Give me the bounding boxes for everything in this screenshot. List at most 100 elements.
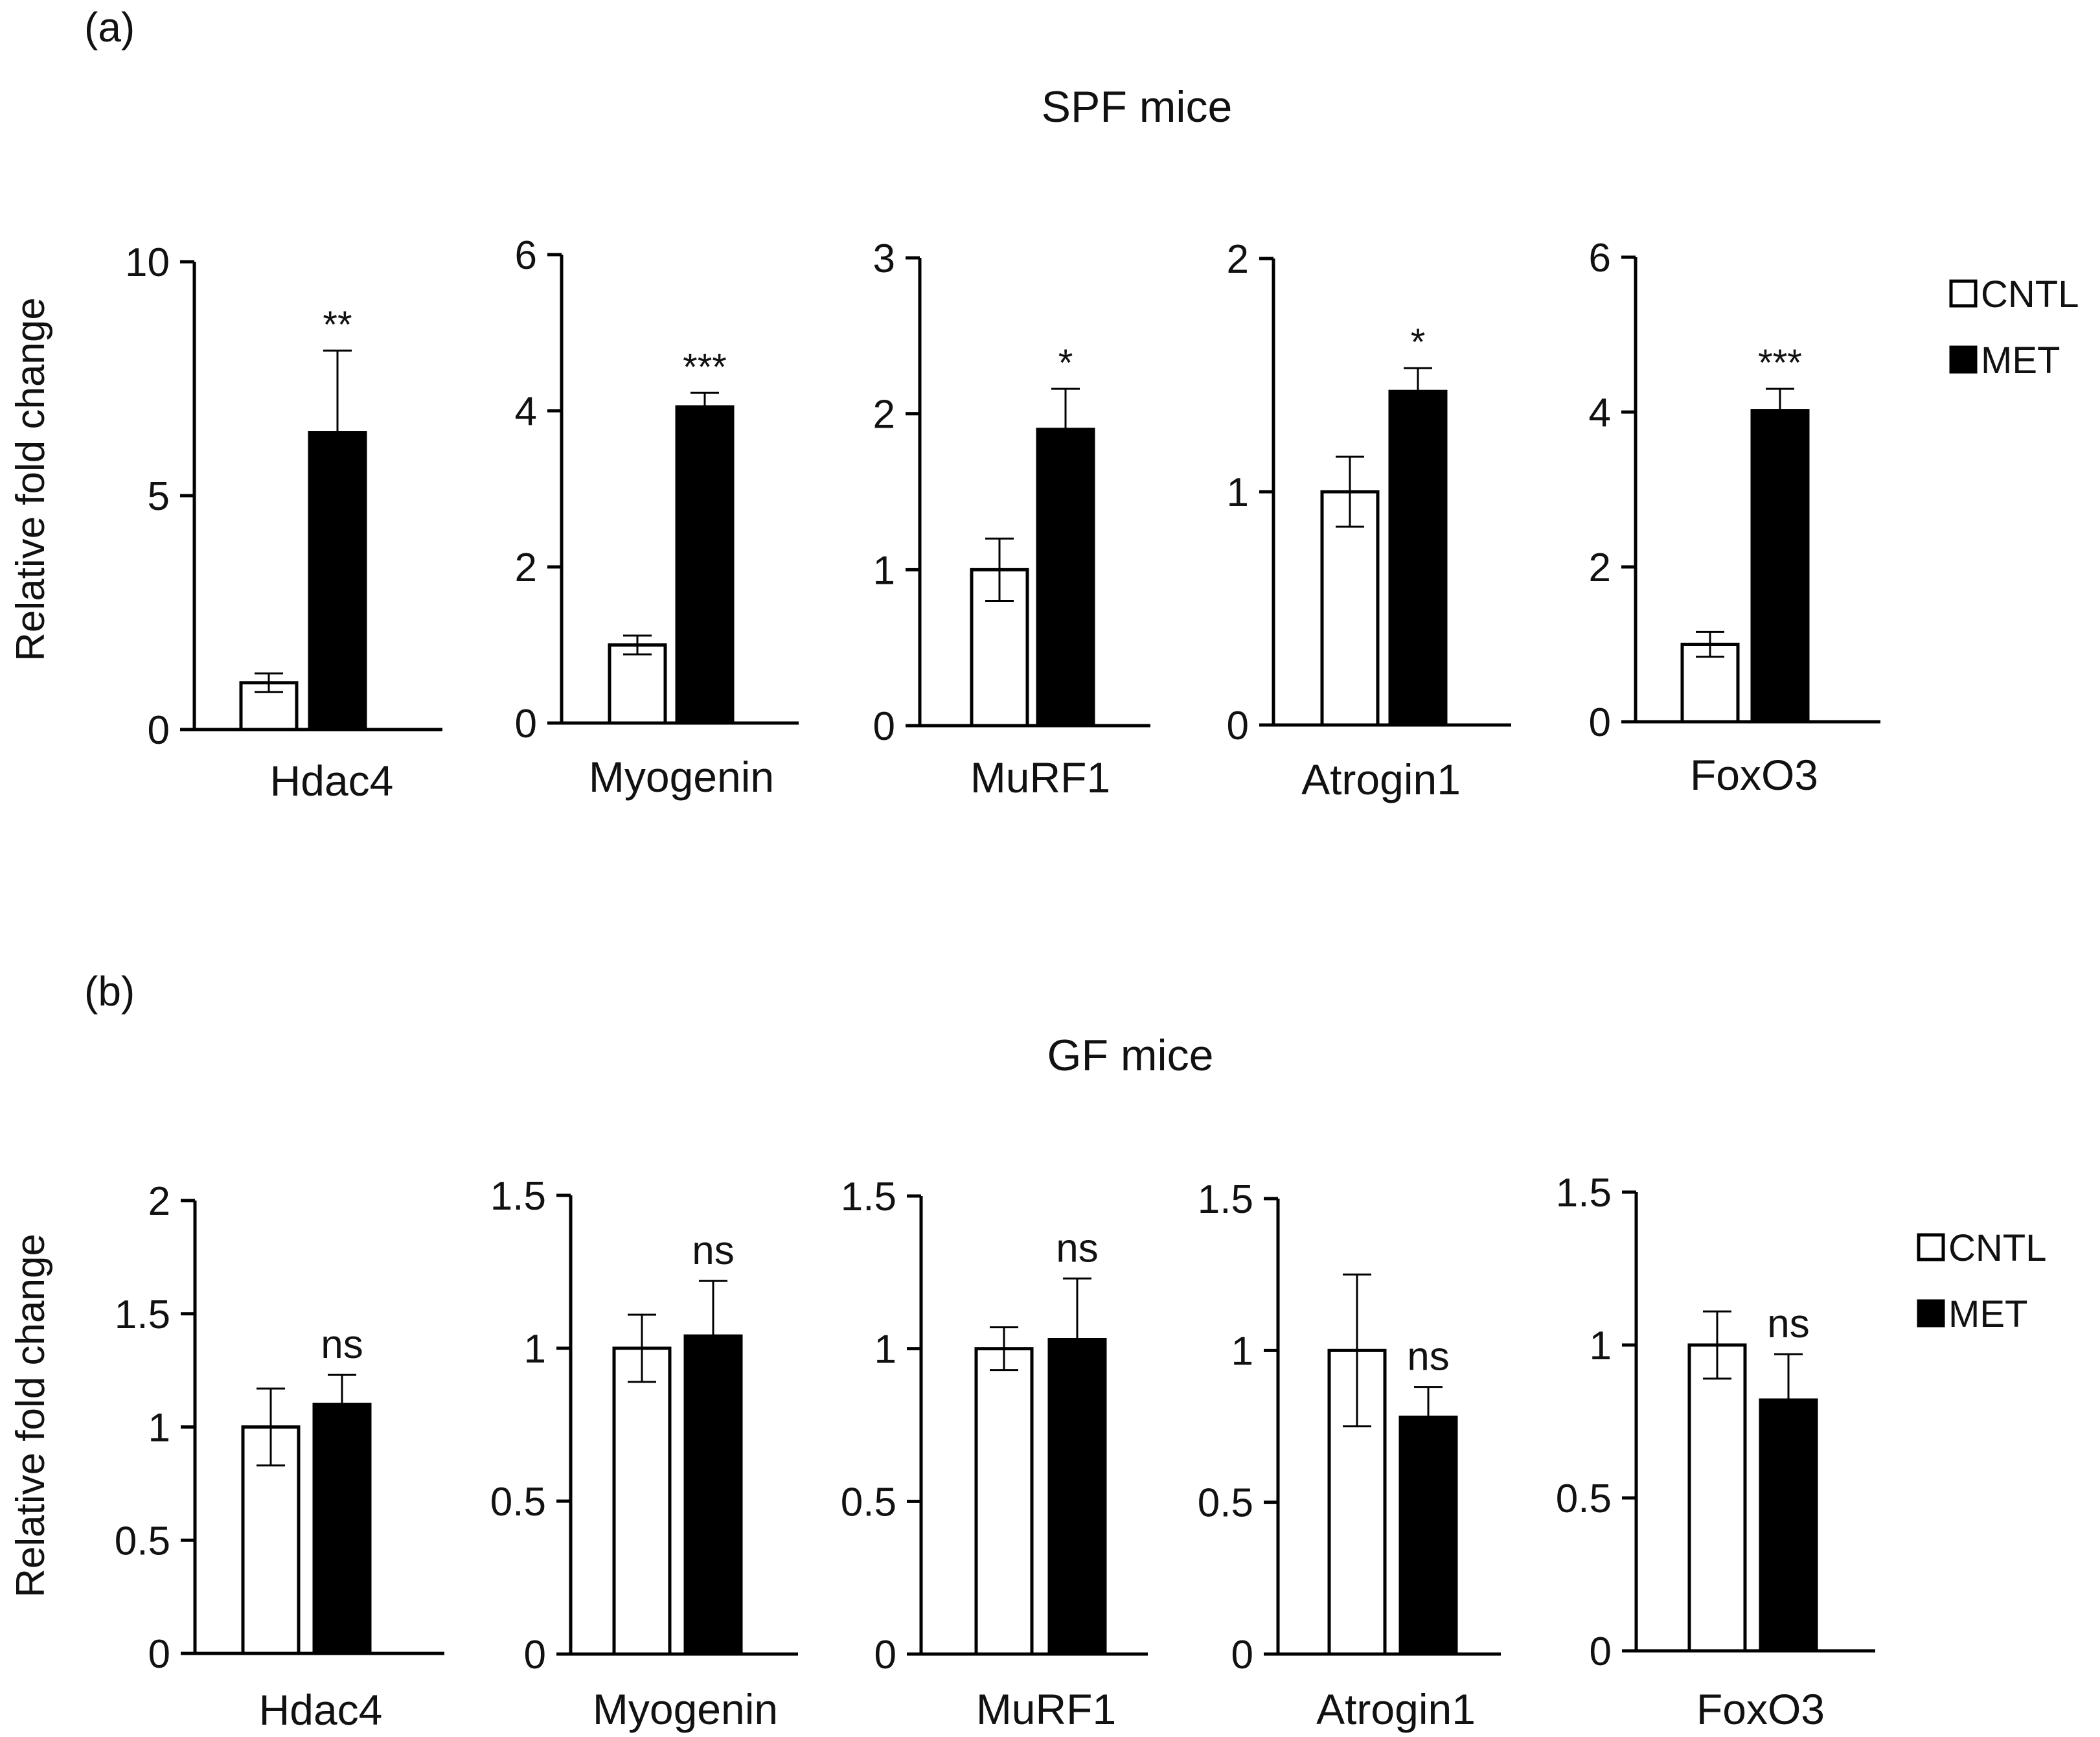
chart-gf-myogenin-y-tick-label: 0 [524, 1633, 546, 1677]
legend-b-met-label: MET [1948, 1293, 2027, 1335]
chart-gf-myogenin-y-tick-label: 1.5 [490, 1174, 546, 1219]
chart-spf-foxo3-y-tick-label: 2 [1589, 546, 1611, 590]
legend-a-cntl-label: CNTL [1981, 273, 2079, 316]
chart-gf-murf1-y-tick-label: 1.5 [841, 1175, 896, 1219]
chart-spf-murf1-category-label: MuRF1 [970, 753, 1110, 801]
chart-spf-myogenin-significance-label: *** [683, 346, 727, 388]
chart-spf-atrogin1-y-tick-label: 1 [1227, 470, 1249, 515]
chart-spf-hdac4-bar-met [308, 431, 367, 731]
panel-a-ylabel: Relative fold change [8, 297, 53, 661]
chart-gf-murf1-y-tick-label: 0.5 [841, 1480, 896, 1524]
chart-spf-murf1-y-tick-label: 1 [873, 548, 895, 593]
chart-gf-murf1-y-tick-label: 0 [874, 1633, 896, 1677]
chart-spf-foxo3-y-tick-label: 6 [1589, 236, 1611, 281]
panel-b-title: GF mice [1047, 1031, 1214, 1080]
legend-a-met-swatch [1949, 345, 1978, 374]
panel-b-ylabel: Relative fold change [8, 1234, 53, 1598]
chart-gf-hdac4: 0 0.5 1 1.5 2 ns Hdac4 [115, 1179, 444, 1734]
charts-container: 0510**Hdac40246***Myogenin0123*MuRF1012*… [115, 233, 1880, 1734]
chart-gf-murf1-significance-label: ns [1056, 1226, 1098, 1271]
chart-spf-murf1-significance-label: * [1058, 342, 1073, 384]
legend-b-cntl-swatch [1917, 1233, 1945, 1261]
chart-gf-foxo3-y-tick-label: 0 [1590, 1629, 1612, 1674]
chart-spf-myogenin-y-tick-label: 2 [515, 546, 537, 590]
chart-gf-foxo3-y-tick-label: 1.5 [1556, 1171, 1612, 1215]
chart-spf-atrogin1-category-label: Atrogin1 [1301, 755, 1461, 803]
chart-gf-atrogin1-y-tick-label: 1.5 [1198, 1177, 1253, 1222]
chart-spf-murf1-y-tick-label: 2 [873, 393, 895, 437]
chart-spf-hdac4-category-label: Hdac4 [270, 757, 394, 805]
chart-spf-foxo3-category-label: FoxO3 [1690, 751, 1818, 799]
chart-spf-hdac4-y-tick-label: 0 [148, 708, 170, 753]
chart-gf-foxo3-bar-cntl [1687, 1343, 1747, 1653]
chart-gf-atrogin1-y-tick-label: 1 [1231, 1329, 1253, 1374]
chart-gf-atrogin1-y-tick-label: 0.5 [1198, 1481, 1253, 1526]
chart-gf-foxo3-y-tick-label: 1 [1590, 1324, 1612, 1368]
panel-b-label: (b) [84, 968, 135, 1015]
chart-spf-murf1-bar-met [1036, 428, 1095, 728]
chart-gf-murf1-bar-met [1047, 1338, 1107, 1656]
chart-gf-hdac4-y-tick-label: 1 [148, 1406, 170, 1451]
chart-gf-foxo3-significance-label: ns [1767, 1302, 1809, 1346]
chart-gf-foxo3-category-label: FoxO3 [1696, 1685, 1825, 1733]
chart-gf-atrogin1-category-label: Atrogin1 [1316, 1685, 1476, 1733]
chart-gf-myogenin-y-tick-label: 0.5 [490, 1480, 546, 1524]
chart-spf-myogenin: 0 2 4 6 *** Myogenin [515, 233, 799, 801]
chart-gf-hdac4-y-tick-label: 0.5 [115, 1519, 170, 1563]
chart-gf-myogenin-bar-met [683, 1334, 743, 1656]
legend-b: CNTL MET [1917, 1227, 2046, 1335]
chart-gf-hdac4-y-tick-label: 2 [148, 1179, 170, 1224]
chart-gf-foxo3: 0 0.5 1 1.5 ns FoxO3 [1556, 1171, 1875, 1733]
chart-gf-atrogin1-significance-label: ns [1407, 1335, 1449, 1379]
chart-gf-murf1-bar-cntl [974, 1347, 1034, 1656]
chart-gf-murf1-y-tick-label: 1 [874, 1328, 896, 1372]
chart-spf-foxo3-y-tick-label: 0 [1589, 700, 1611, 745]
chart-spf-atrogin1-y-tick-label: 2 [1227, 237, 1249, 282]
chart-gf-myogenin-significance-label: ns [692, 1228, 734, 1273]
chart-gf-myogenin-category-label: Myogenin [593, 1685, 778, 1733]
chart-gf-myogenin: 0 0.5 1 1.5 ns Myogenin [490, 1174, 798, 1733]
chart-spf-murf1-y-tick-label: 3 [873, 236, 895, 281]
chart-gf-atrogin1-bar-met [1398, 1415, 1458, 1656]
chart-gf-hdac4-significance-label: ns [321, 1322, 363, 1367]
chart-spf-hdac4-y-tick-label: 5 [148, 474, 170, 519]
chart-spf-murf1-y-tick-label: 0 [873, 704, 895, 749]
chart-gf-atrogin1: 0 0.5 1 1.5 ns Atrogin1 [1198, 1177, 1501, 1733]
chart-gf-murf1-category-label: MuRF1 [976, 1685, 1116, 1733]
chart-spf-hdac4-significance-label: ** [323, 304, 352, 346]
chart-spf-atrogin1: 0 1 2 * Atrogin1 [1227, 237, 1511, 803]
chart-spf-hdac4-y-tick-label: 10 [125, 240, 170, 285]
chart-gf-hdac4-category-label: Hdac4 [259, 1686, 383, 1734]
legend-b-met-swatch [1917, 1299, 1945, 1328]
chart-spf-myogenin-bar-cntl [608, 643, 667, 725]
chart-spf-foxo3-significance-label: *** [1758, 342, 1802, 384]
chart-spf-hdac4: 0 5 10 ** Hdac4 [125, 240, 442, 805]
panel-a-title: SPF mice [1042, 82, 1233, 132]
chart-spf-murf1: 0 1 2 3 * MuRF1 [873, 236, 1150, 801]
legend-a-cntl-swatch [1949, 279, 1978, 308]
chart-spf-myogenin-y-tick-label: 6 [515, 233, 537, 278]
chart-gf-myogenin-y-tick-label: 1 [524, 1327, 546, 1372]
chart-gf-murf1: 0 0.5 1 1.5 ns MuRF1 [841, 1175, 1148, 1733]
chart-spf-myogenin-y-tick-label: 4 [515, 389, 537, 434]
chart-gf-myogenin-bar-cntl [612, 1346, 672, 1656]
chart-gf-hdac4-bar-met [312, 1403, 372, 1655]
chart-spf-myogenin-y-tick-label: 0 [515, 702, 537, 746]
chart-spf-foxo3-bar-met [1750, 409, 1810, 724]
chart-spf-myogenin-bar-met [675, 405, 735, 725]
legend-b-cntl-label: CNTL [1948, 1227, 2046, 1269]
chart-gf-atrogin1-y-tick-label: 0 [1231, 1633, 1253, 1677]
chart-gf-foxo3-y-tick-label: 0.5 [1556, 1477, 1612, 1521]
chart-spf-foxo3-y-tick-label: 4 [1589, 391, 1611, 435]
legend-a-met-label: MET [1981, 339, 2060, 382]
chart-spf-atrogin1-bar-met [1388, 389, 1448, 727]
chart-spf-atrogin1-significance-label: * [1411, 321, 1426, 363]
panel-a-label: (a) [84, 4, 135, 51]
chart-gf-hdac4-y-tick-label: 1.5 [115, 1293, 170, 1337]
chart-spf-foxo3: 0 2 4 6 *** FoxO3 [1589, 236, 1880, 799]
chart-gf-foxo3-bar-met [1759, 1398, 1818, 1653]
chart-spf-atrogin1-y-tick-label: 0 [1227, 704, 1249, 748]
chart-spf-myogenin-category-label: Myogenin [589, 753, 774, 801]
legend-a: CNTL MET [1949, 273, 2079, 382]
